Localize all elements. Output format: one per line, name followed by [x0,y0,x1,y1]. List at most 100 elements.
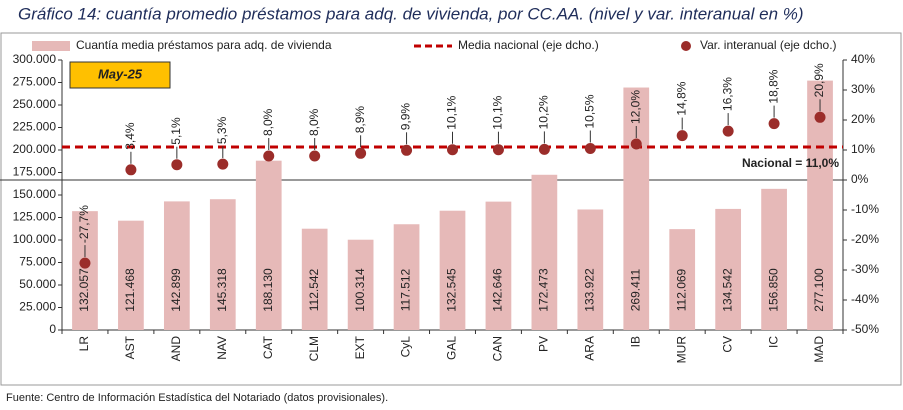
y2-tick-label: 20% [851,112,875,126]
point [447,144,458,156]
bar-value-label: 112.069 [674,268,688,311]
y2-tick-label: -20% [851,232,879,246]
bar-value-label: 132.545 [445,268,459,312]
point [630,138,642,150]
y-tick-label: 100.000 [13,232,57,246]
point-value-label: 8,0% [261,108,275,136]
bar [255,160,282,330]
x-tick-label: IC [766,336,780,348]
point-value-label: 10,1% [491,95,505,129]
x-tick-label: EXT [353,335,367,359]
x-tick-label: IB [628,336,642,347]
y-tick-label: 25.000 [19,300,56,314]
y-tick-label: 200.000 [13,142,57,156]
bar-value-label: 145.318 [215,268,229,312]
bar-value-label: 100.314 [353,268,367,312]
point [125,164,137,176]
legend-label: Var. interanual (eje dcho.) [700,38,837,52]
annotation-box [69,61,171,89]
x-tick-label: MUR [674,336,688,364]
y2-tick-label: -40% [851,292,879,306]
chart-title: Gráfico 14: cuantía promedio préstamos p… [18,4,804,23]
y-tick-label: 125.000 [13,210,57,224]
point [263,150,275,162]
bar [485,201,512,330]
bar [531,174,558,330]
y-tick-label: 275.000 [13,75,57,89]
y2-tick-label: -10% [851,202,879,216]
legend-label: Cuantía media préstamos para adq. de viv… [76,38,332,52]
y-tick-label: 75.000 [19,255,56,269]
point-value-label: 20,9% [812,63,826,97]
x-tick-label: CAT [261,335,275,359]
y2-tick-label: -30% [851,262,879,276]
point-value-label: 3,4% [123,122,137,150]
annotation: May-25 [98,66,143,81]
bar [577,209,604,330]
bar [761,188,787,330]
bar-value-label: 156.850 [766,268,780,312]
bar [347,239,374,330]
bar [72,211,98,330]
y2-tick-label: -50% [851,322,879,336]
x-tick-label: NAV [215,336,229,360]
point [217,158,229,170]
x-tick-label: CLM [307,336,321,361]
point-value-label: 8,9% [353,106,367,134]
point [676,130,688,142]
point-value-label: -27,7% [77,205,91,243]
y-tick-label: 225.000 [13,120,57,134]
bar [301,228,328,330]
point-value-label: 5,1% [169,117,183,145]
x-tick-label: CyL [399,336,413,358]
point [492,144,504,156]
x-tick-label: CAN [491,336,505,361]
point-value-label: 10,2% [537,95,551,129]
point-value-label: 10,1% [445,95,459,129]
point [814,111,826,123]
point-value-label: 12,0% [628,90,642,124]
legend-label: Media nacional (eje dcho.) [458,38,599,52]
legend-swatch [32,41,70,51]
point [768,118,780,130]
bar-value-label: 112.542 [307,268,321,311]
x-tick-label: CV [720,336,734,353]
point [538,143,550,155]
bar [439,210,466,330]
point-value-label: 9,9% [399,103,413,131]
bar-value-label: 117.512 [399,268,413,311]
y2-tick-label: 10% [851,142,875,156]
bar-value-label: 188.130 [261,268,275,312]
x-tick-label: MAD [812,336,826,363]
y-tick-label: 250.000 [13,97,57,111]
x-tick-label: AND [169,336,183,362]
bar [209,199,236,330]
point [355,147,367,159]
chart-frame [0,32,902,386]
x-tick-label: ARA [582,336,596,361]
point-value-label: 5,3% [215,116,229,144]
point [171,159,183,171]
point [722,125,734,137]
point-value-label: 8,0% [307,108,321,136]
point [401,144,413,156]
reference-line-label: Nacional = 11,0% [742,156,839,170]
bar-value-label: 142.899 [169,268,183,312]
x-tick-label: LR [77,336,91,352]
y-tick-label: 0 [49,322,56,336]
point [309,150,321,162]
bar-value-label: 172.473 [537,268,551,312]
bar [669,229,696,330]
legend-swatch [681,41,691,51]
bar-value-label: 121.468 [123,268,137,312]
point-value-label: 10,5% [582,94,596,128]
bar [163,201,190,330]
x-tick-label: GAL [445,336,459,360]
point-value-label: 16,3% [720,77,734,111]
bar [715,208,742,330]
bar-value-label: 133.922 [582,268,596,312]
bar-value-label: 134.542 [720,268,734,312]
y-tick-label: 175.000 [13,165,57,179]
point [584,143,596,154]
